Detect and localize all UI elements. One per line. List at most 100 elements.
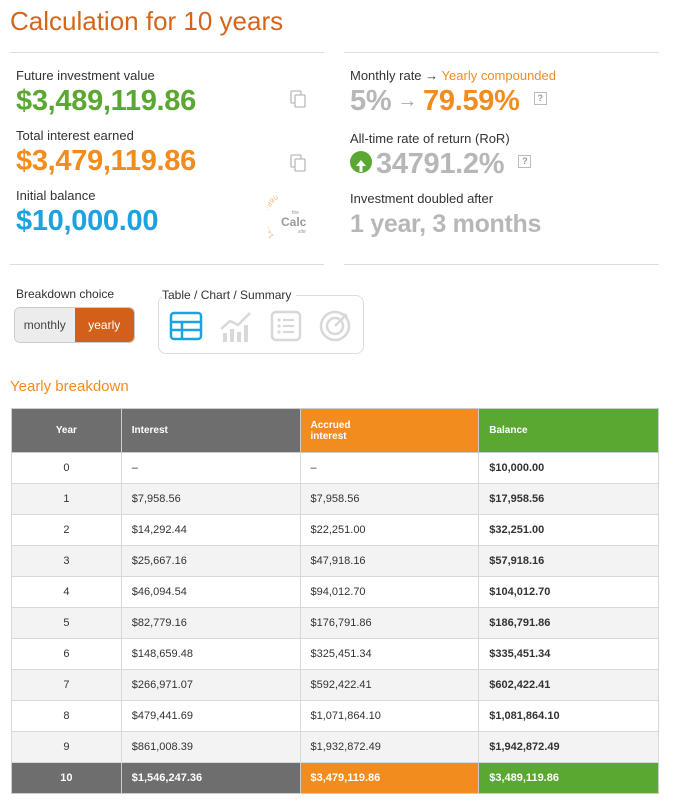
cell-accrued: $325,451.34 <box>299 638 480 670</box>
target-icon[interactable] <box>318 309 352 343</box>
doubled-value: 1 year, 3 months <box>350 210 542 238</box>
yearly-rate: 79.59% <box>423 85 520 117</box>
table-row: 0– – $10,000.00 <box>11 452 659 484</box>
cell-accrued: $176,791.86 <box>299 607 480 639</box>
cell-interest: $14,292.44 <box>120 514 301 546</box>
cell-year: 1 <box>11 483 122 515</box>
total-interest: $3,479,119.86 <box>16 145 196 177</box>
col-year: Year <box>11 408 122 453</box>
cell-balance: $32,251.00 <box>478 514 659 546</box>
table-row: 6 $148,659.48 $325,451.34 $335,451.34 <box>11 638 659 670</box>
cell-interest: – <box>120 452 301 484</box>
cell-balance: $10,000.00 <box>478 452 659 484</box>
yearly-option[interactable]: yearly <box>74 308 134 342</box>
cell-balance: $186,791.86 <box>478 607 659 639</box>
divider <box>10 264 324 265</box>
logo-calc: Calc <box>281 215 307 229</box>
cell-year: 3 <box>11 545 122 577</box>
cell-interest: $1,546,247.36 <box>120 762 301 794</box>
initial-balance-label: Initial balance <box>16 188 96 203</box>
breakdown-choice-label: Breakdown choice <box>16 287 115 301</box>
copy-icon[interactable] <box>290 90 306 108</box>
logo-site: site <box>298 229 306 235</box>
cell-interest: $148,659.48 <box>120 638 301 670</box>
cell-year: 7 <box>11 669 122 701</box>
col-accrued-line1: Accrued <box>310 419 351 431</box>
cell-year: 10 <box>11 762 122 794</box>
col-accrued-interest: Accrued interest <box>299 408 480 453</box>
cell-accrued: $7,958.56 <box>299 483 480 515</box>
future-value: $3,489,119.86 <box>16 85 196 117</box>
cell-balance: $1,081,864.10 <box>478 700 659 732</box>
cell-accrued: $1,071,864.10 <box>299 700 480 732</box>
table-row: 5 $82,779.16 $176,791.86 $186,791.86 <box>11 607 659 639</box>
table-row: 8 $479,441.69 $1,071,864.10 $1,081,864.10 <box>11 700 659 732</box>
logo-the: the <box>292 210 299 216</box>
cell-year: 4 <box>11 576 122 608</box>
monthly-option[interactable]: monthly <box>15 308 75 342</box>
cell-interest: $25,667.16 <box>120 545 301 577</box>
cell-balance: $602,422.41 <box>478 669 659 701</box>
cell-accrued: $1,932,872.49 <box>299 731 480 763</box>
cell-year: 2 <box>11 514 122 546</box>
cell-balance: $1,942,872.49 <box>478 731 659 763</box>
future-value-label: Future investment value <box>16 68 155 83</box>
divider <box>344 52 659 53</box>
help-icon[interactable]: ? <box>533 91 547 105</box>
doubled-label: Investment doubled after <box>350 191 494 206</box>
cell-interest: $82,779.16 <box>120 607 301 639</box>
cell-interest: $266,971.07 <box>120 669 301 701</box>
monthly-rate: 5% <box>350 85 392 117</box>
cell-accrued: $47,918.16 <box>299 545 480 577</box>
cell-year: 6 <box>11 638 122 670</box>
monthly-rate-label: Monthly rate → <box>350 68 439 83</box>
cell-balance: $57,918.16 <box>478 545 659 577</box>
col-balance: Balance <box>478 408 659 453</box>
cell-interest: $7,958.56 <box>120 483 301 515</box>
copy-icon[interactable] <box>290 154 306 172</box>
cell-year: 9 <box>11 731 122 763</box>
calc-site-logo-icon: 1234567890 the Calc site <box>268 196 307 239</box>
total-interest-label: Total interest earned <box>16 128 134 143</box>
breakdown-toggle: monthly yearly <box>14 307 135 343</box>
svg-text:1234567890: 1234567890 <box>268 196 280 239</box>
cell-balance: $3,489,119.86 <box>478 762 659 794</box>
table-total-row: 10 $1,546,247.36 $3,479,119.86 $3,489,11… <box>11 762 659 794</box>
summary-left: Future investment value $3,489,119.86 To… <box>16 68 326 248</box>
cell-balance: $335,451.34 <box>478 638 659 670</box>
ror-value: 34791.2% <box>376 148 505 180</box>
cell-interest: $479,441.69 <box>120 700 301 732</box>
cell-accrued: $3,479,119.86 <box>299 762 480 794</box>
cell-accrued: – <box>299 452 480 484</box>
divider <box>344 264 659 265</box>
divider <box>10 52 324 53</box>
cell-year: 8 <box>11 700 122 732</box>
table-row: 7 $266,971.07 $592,422.41 $602,422.41 <box>11 669 659 701</box>
logo-digits: 1234567890 <box>268 196 280 239</box>
cell-balance: $104,012.70 <box>478 576 659 608</box>
page-title: Calculation for 10 years <box>10 6 284 36</box>
table-row: 1 $7,958.56 $7,958.56 $17,958.56 <box>11 483 659 515</box>
cell-accrued: $94,012.70 <box>299 576 480 608</box>
initial-balance: $10,000.00 <box>16 205 159 237</box>
table-row: 3 $25,667.16 $47,918.16 $57,918.16 <box>11 545 659 577</box>
help-icon[interactable]: ? <box>518 154 532 168</box>
table-row: 2 $14,292.44 $22,251.00 $32,251.00 <box>11 514 659 546</box>
list-icon[interactable] <box>269 309 303 343</box>
yearly-breakdown-table: Year Interest Accrued interest Balance 0… <box>11 408 659 794</box>
cell-year: 0 <box>11 452 122 484</box>
yearly-breakdown-title: Yearly breakdown <box>10 378 129 395</box>
table-icon[interactable] <box>169 309 203 343</box>
cell-interest: $46,094.54 <box>120 576 301 608</box>
col-interest: Interest <box>120 408 301 453</box>
cell-year: 5 <box>11 607 122 639</box>
yearly-compounded-label: Yearly compounded <box>441 68 556 83</box>
cell-accrued: $592,422.41 <box>299 669 480 701</box>
table-row: 9 $861,008.39 $1,932,872.49 $1,942,872.49 <box>11 731 659 763</box>
summary-right: Monthly rate → Yearly compounded 5% → 79.5… <box>350 68 660 251</box>
table-row: 4 $46,094.54 $94,012.70 $104,012.70 <box>11 576 659 608</box>
chart-icon[interactable] <box>219 309 253 343</box>
table-header-row: Year Interest Accrued interest Balance <box>11 408 659 453</box>
cell-balance: $17,958.56 <box>478 483 659 515</box>
col-accrued-line2: interest <box>310 430 347 442</box>
